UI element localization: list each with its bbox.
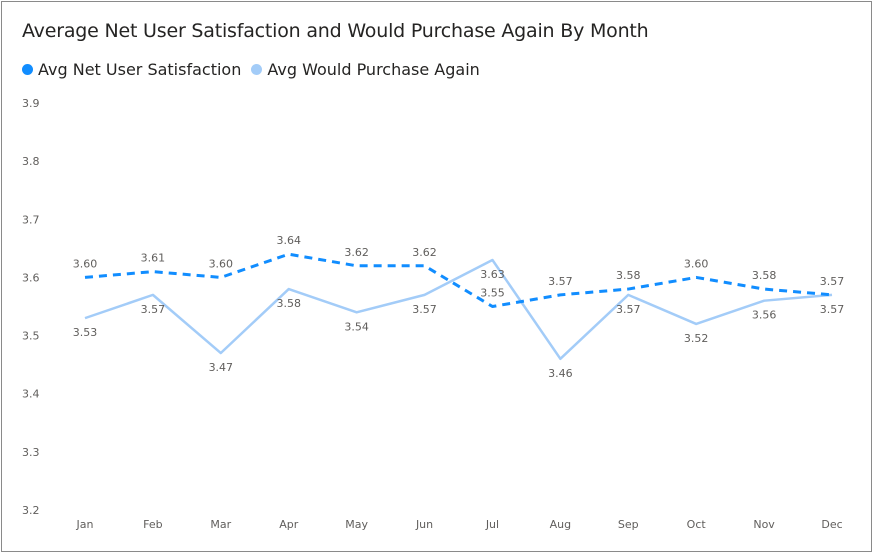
x-tick-label: Jan bbox=[76, 518, 94, 531]
x-tick-label: Dec bbox=[821, 518, 842, 531]
data-label: 3.60 bbox=[209, 257, 234, 270]
x-tick-label: Oct bbox=[687, 518, 707, 531]
data-label: 3.57 bbox=[548, 275, 573, 288]
x-tick-label: Mar bbox=[210, 518, 231, 531]
data-label: 3.57 bbox=[616, 303, 641, 316]
x-tick-label: Jul bbox=[485, 518, 499, 531]
x-tick-label: May bbox=[345, 518, 368, 531]
data-label: 3.58 bbox=[276, 297, 301, 310]
legend-label: Avg Would Purchase Again bbox=[267, 60, 480, 79]
data-label: 3.57 bbox=[141, 303, 166, 316]
legend-marker-net-satisfaction bbox=[22, 64, 33, 75]
data-label: 3.57 bbox=[412, 303, 437, 316]
x-tick-label: Jun bbox=[415, 518, 433, 531]
y-tick-label: 3.7 bbox=[22, 213, 40, 226]
data-label: 3.52 bbox=[684, 332, 709, 345]
data-label: 3.60 bbox=[684, 257, 709, 270]
data-label: 3.63 bbox=[480, 268, 505, 281]
data-label: 3.62 bbox=[412, 246, 437, 259]
data-label: 3.64 bbox=[276, 234, 301, 247]
data-label: 3.47 bbox=[209, 361, 234, 374]
data-label: 3.58 bbox=[616, 269, 641, 282]
legend-item-net-satisfaction[interactable]: Avg Net User Satisfaction bbox=[22, 60, 241, 79]
data-label: 3.55 bbox=[480, 287, 505, 300]
data-label: 3.57 bbox=[820, 275, 845, 288]
legend-item-would-purchase[interactable]: Avg Would Purchase Again bbox=[251, 60, 480, 79]
x-tick-label: Sep bbox=[618, 518, 639, 531]
y-tick-label: 3.6 bbox=[22, 271, 40, 284]
chart-title: Average Net User Satisfaction and Would … bbox=[22, 20, 649, 42]
series-line-would-purchase bbox=[84, 258, 833, 361]
legend-marker-would-purchase bbox=[251, 64, 263, 75]
legend: Avg Net User Satisfaction Avg Would Purc… bbox=[22, 60, 480, 79]
legend-label: Avg Net User Satisfaction bbox=[38, 60, 242, 79]
data-label: 3.58 bbox=[752, 269, 777, 282]
x-tick-label: Aug bbox=[550, 518, 571, 531]
y-tick-label: 3.5 bbox=[22, 330, 40, 343]
data-label: 3.62 bbox=[344, 246, 369, 259]
data-label: 3.46 bbox=[548, 367, 573, 380]
x-tick-label: Apr bbox=[279, 518, 299, 531]
y-tick-label: 3.8 bbox=[22, 155, 40, 168]
x-tick-label: Feb bbox=[143, 518, 162, 531]
data-label: 3.56 bbox=[752, 309, 777, 322]
data-label: 3.57 bbox=[820, 303, 845, 316]
series-line-net-satisfaction bbox=[84, 252, 833, 308]
y-tick-label: 3.9 bbox=[22, 97, 40, 110]
data-label: 3.61 bbox=[141, 252, 166, 265]
x-tick-label: Nov bbox=[753, 518, 775, 531]
y-tick-label: 3.3 bbox=[22, 446, 40, 459]
data-label: 3.54 bbox=[344, 320, 369, 333]
y-tick-label: 3.4 bbox=[22, 388, 40, 401]
y-tick-label: 3.2 bbox=[22, 504, 40, 517]
data-label: 3.53 bbox=[73, 326, 98, 339]
data-label: 3.60 bbox=[73, 257, 98, 270]
